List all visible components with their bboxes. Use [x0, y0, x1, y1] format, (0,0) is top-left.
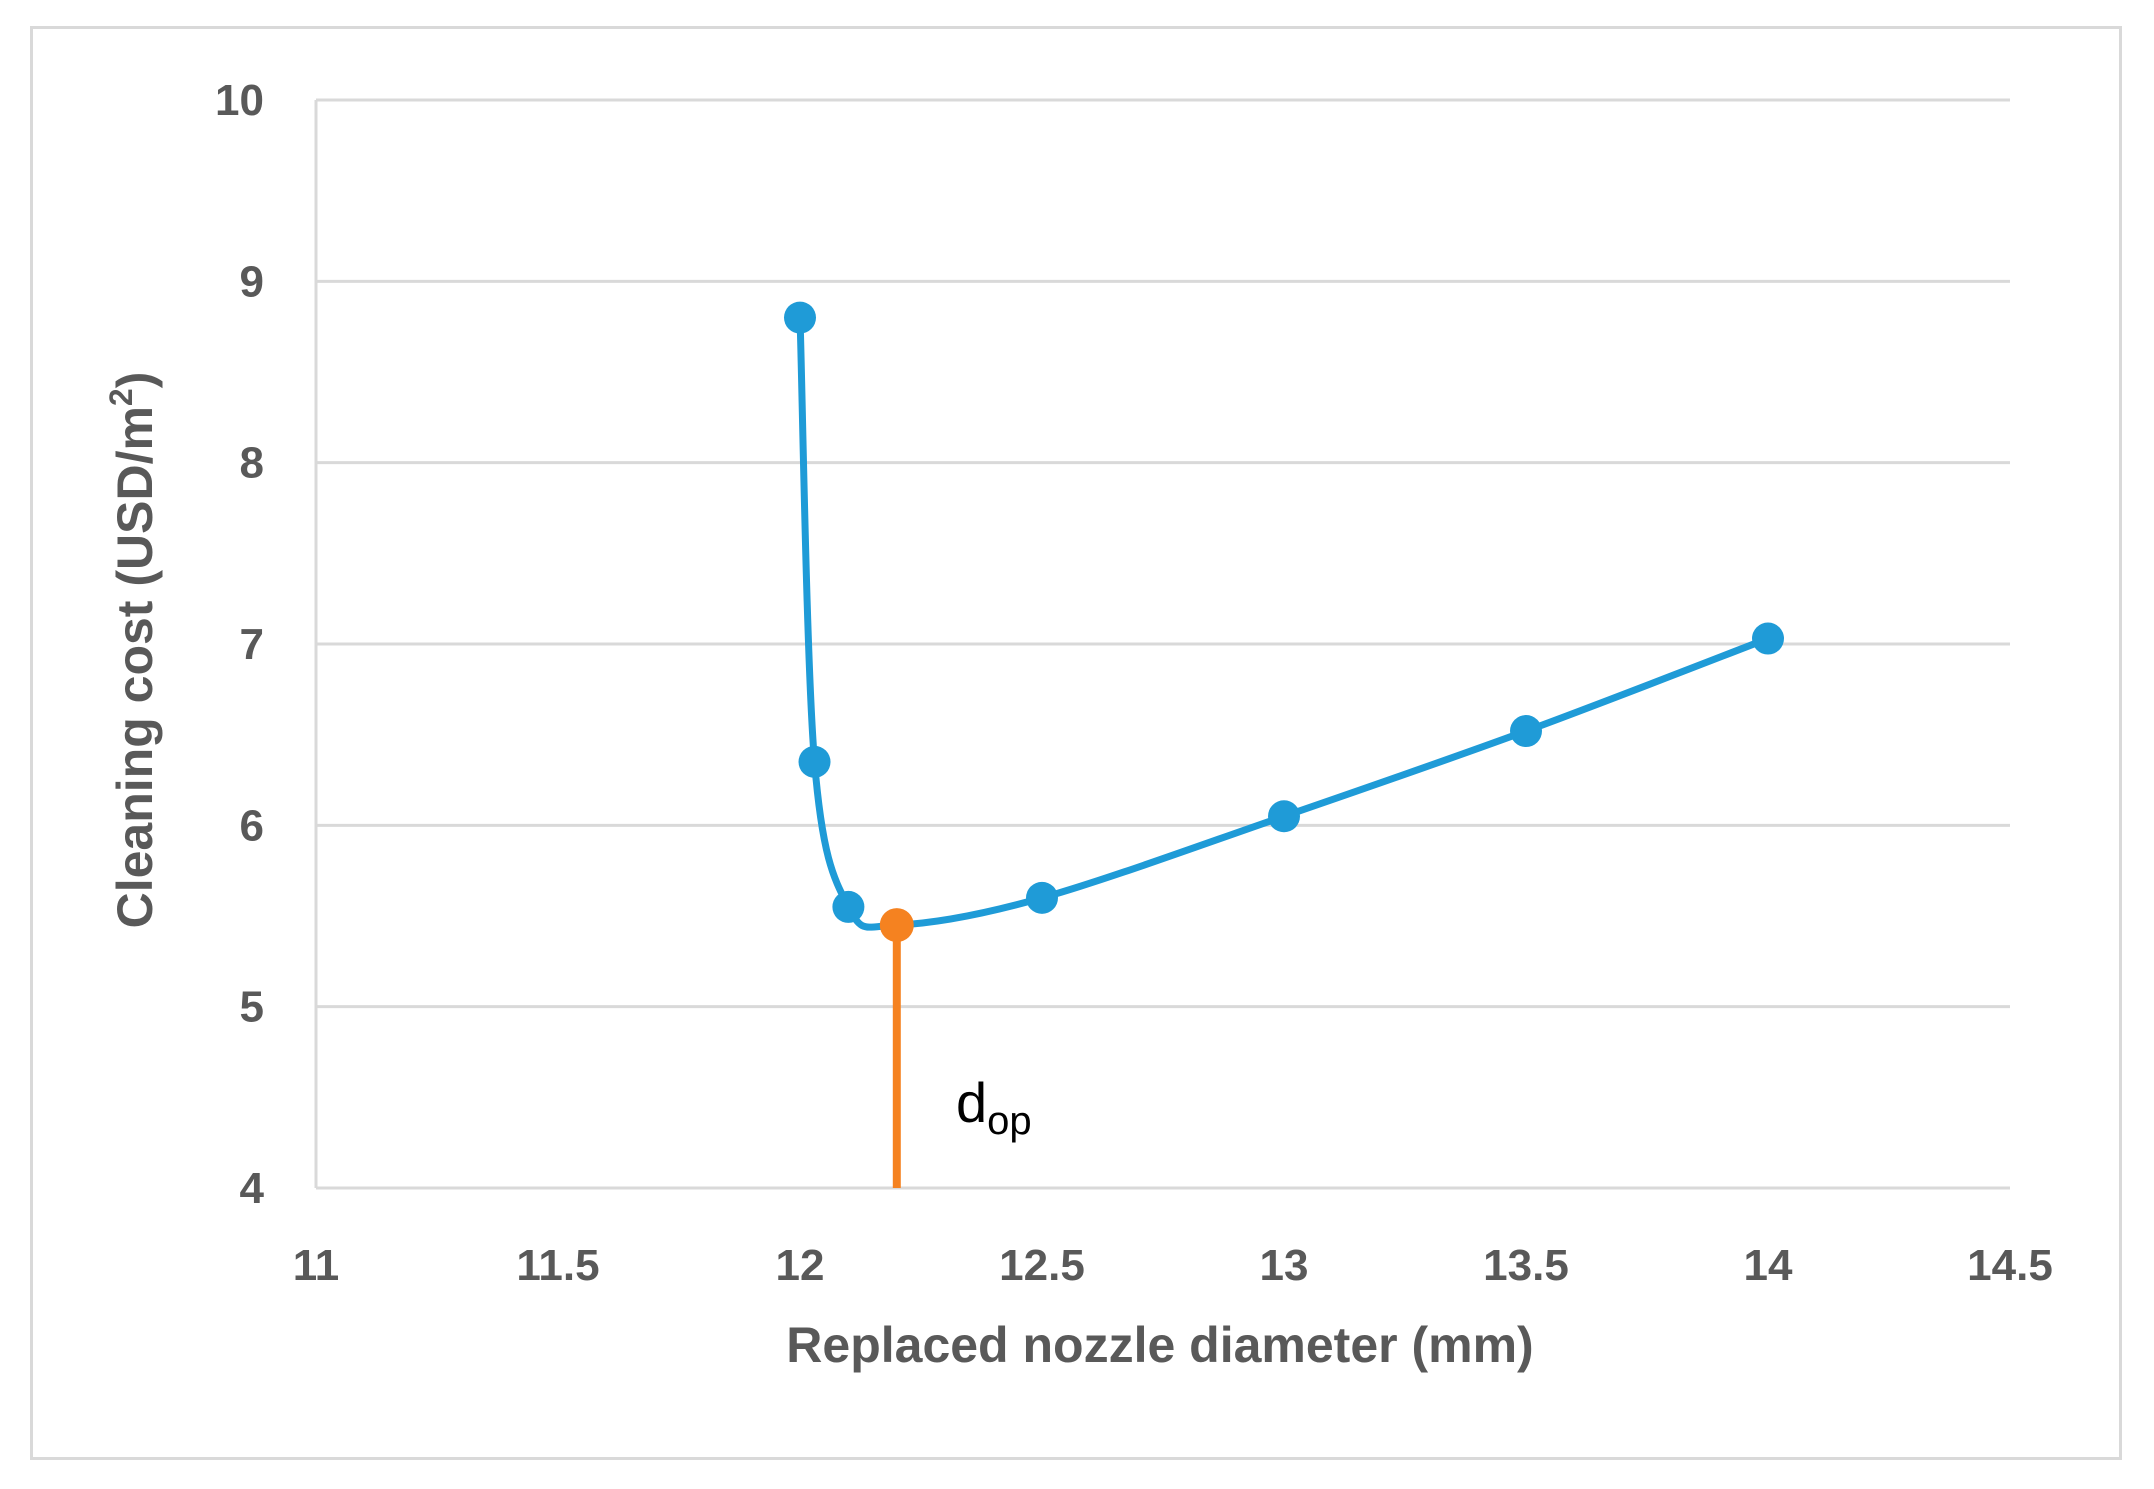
y-axis-title: Cleaning cost (USD/m2) [103, 372, 163, 929]
y-tick-label: 8 [240, 439, 264, 488]
x-tick-label: 13 [1260, 1241, 1309, 1290]
optimum-marker [879, 908, 914, 1188]
grid-lines [316, 98, 2010, 1009]
optimum-label-subscript: op [987, 1099, 1032, 1143]
optimum-point [879, 908, 914, 943]
x-tick-label: 13.5 [1483, 1241, 1569, 1290]
data-point [1510, 715, 1542, 748]
y-tick-label: 10 [215, 76, 264, 125]
data-point [784, 301, 816, 334]
x-tick-label: 14 [1744, 1241, 1793, 1290]
y-tick-labels: 4 5 6 7 8 9 10 [215, 76, 264, 1213]
data-point [1752, 622, 1784, 655]
series-line [796, 314, 1772, 931]
y-tick-label: 4 [240, 1164, 265, 1213]
optimum-label: dop [956, 1071, 1032, 1143]
data-point [1026, 881, 1058, 914]
axes [314, 100, 2010, 1190]
y-axis-title-main: Cleaning cost (USD/m [107, 406, 163, 928]
x-tick-label: 12.5 [999, 1241, 1085, 1290]
y-tick-label: 7 [240, 620, 264, 669]
data-point [832, 890, 865, 923]
y-axis-title-superscript: 2 [103, 388, 139, 406]
y-tick-label: 5 [240, 983, 264, 1032]
x-tick-label: 11 [293, 1241, 340, 1290]
x-tick-label: 11.5 [516, 1241, 599, 1290]
series [784, 301, 1784, 931]
x-tick-label: 12 [776, 1241, 825, 1290]
data-point [1268, 800, 1300, 833]
y-tick-label: 9 [240, 257, 264, 306]
x-tick-label: 14.5 [1967, 1241, 2053, 1290]
y-tick-label: 6 [240, 801, 264, 850]
data-point [798, 745, 831, 778]
y-axis-title-end: ) [107, 372, 163, 389]
optimum-label-main: d [956, 1071, 987, 1134]
x-axis-title: Replaced nozzle diameter (mm) [786, 1317, 1533, 1373]
x-tick-labels: 11 11.5 12 12.5 13 13.5 14 14.5 [293, 1241, 2053, 1290]
chart-frame [30, 26, 2122, 1460]
